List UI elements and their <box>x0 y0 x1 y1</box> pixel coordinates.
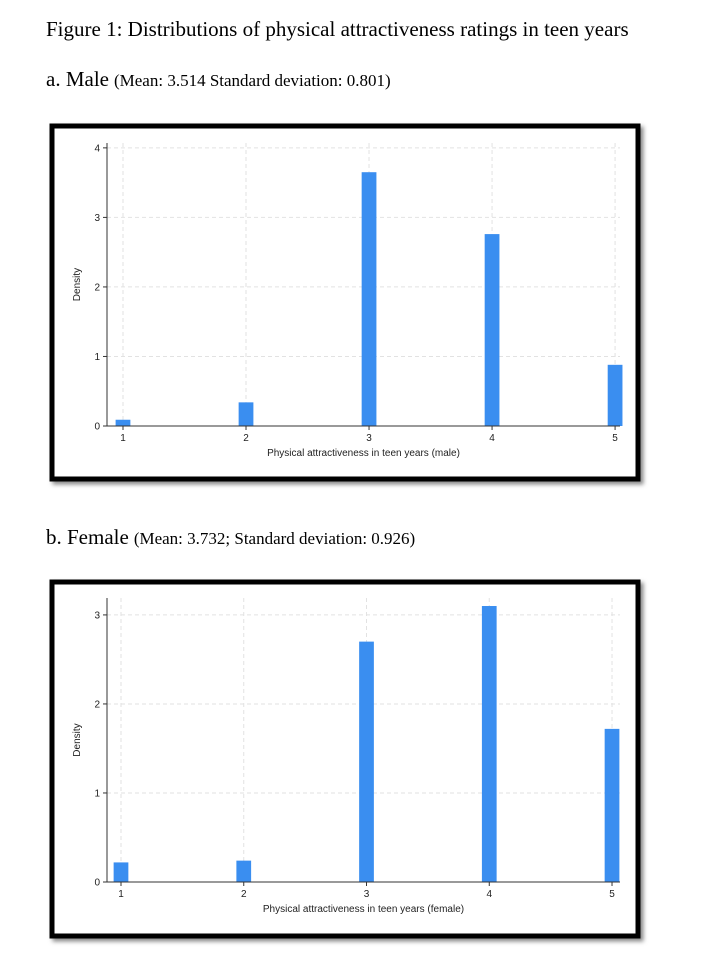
bar <box>359 641 374 882</box>
bar <box>607 364 623 426</box>
y-tick-label: 2 <box>94 282 100 293</box>
x-axis-label: Physical attractiveness in teen years (m… <box>267 448 460 459</box>
bar <box>484 234 500 426</box>
y-tick-label: 3 <box>94 213 100 224</box>
x-tick-label: 3 <box>366 433 372 444</box>
chart-subtitle: (Mean: 3.514 Standard deviation: 0.801) <box>114 71 391 90</box>
x-tick-label: 5 <box>612 433 618 444</box>
chart-frame <box>49 579 641 939</box>
bar <box>113 862 129 882</box>
x-tick-label: 1 <box>120 433 126 444</box>
x-tick-label: 1 <box>118 889 124 900</box>
chart-caption: b. Female (Mean: 3.732; Standard deviatio… <box>46 525 415 549</box>
x-tick-label: 3 <box>364 889 370 900</box>
y-tick-label: 1 <box>94 788 100 799</box>
chart-title: b. Female <box>46 525 129 549</box>
chart-caption: a. Male (Mean: 3.514 Standard deviation: … <box>46 67 391 91</box>
bar <box>238 402 254 426</box>
y-axis-label: Density <box>72 268 83 301</box>
chart-subtitle: (Mean: 3.732; Standard deviation: 0.926) <box>134 529 415 548</box>
figure-title: Figure 1: Distributions of physical attr… <box>46 17 629 41</box>
x-axis-label: Physical attractiveness in teen years (f… <box>263 904 464 915</box>
x-tick-label: 4 <box>486 889 492 900</box>
x-tick-label: 2 <box>241 889 247 900</box>
x-tick-label: 5 <box>609 889 615 900</box>
bar <box>481 606 497 882</box>
y-tick-label: 0 <box>94 878 100 889</box>
chart-title: a. Male <box>46 67 109 91</box>
bar <box>236 860 252 882</box>
y-tick-label: 0 <box>94 422 100 433</box>
y-axis-label: Density <box>72 723 83 756</box>
y-tick-label: 4 <box>94 143 100 154</box>
y-tick-label: 1 <box>94 352 100 363</box>
x-tick-label: 2 <box>243 433 249 444</box>
chart-frame <box>49 123 641 482</box>
y-tick-label: 2 <box>94 699 100 710</box>
y-tick-label: 3 <box>94 610 100 621</box>
bar <box>115 419 131 426</box>
bar <box>361 172 377 426</box>
bar <box>604 728 620 882</box>
x-tick-label: 4 <box>489 433 495 444</box>
